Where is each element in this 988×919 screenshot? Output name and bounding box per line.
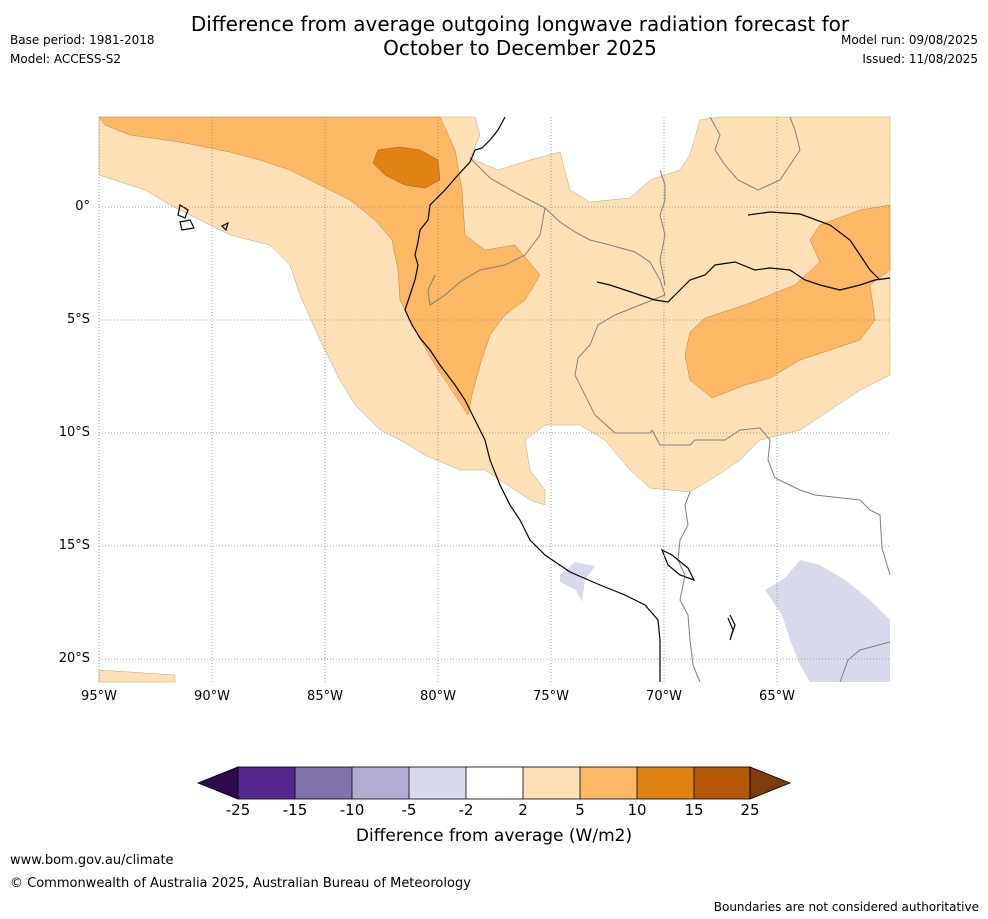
colorbar-tick: 15 bbox=[684, 801, 704, 819]
colorbar-tick: -2 bbox=[458, 801, 474, 819]
lon-label: 65°W bbox=[759, 689, 795, 704]
lat-label: 15°S bbox=[58, 538, 90, 553]
colorbar-extend-high bbox=[749, 766, 792, 800]
anomaly-10-to-15 bbox=[372, 146, 441, 189]
colorbar-title: Difference from average (W/m2) bbox=[355, 826, 633, 846]
colorbar bbox=[196, 766, 792, 800]
lat-label: 20°S bbox=[58, 651, 90, 666]
title-line-2: October to December 2025 bbox=[383, 36, 657, 60]
lon-label: 90°W bbox=[194, 689, 230, 704]
graticule bbox=[98, 117, 890, 682]
colorbar-tick: -15 bbox=[282, 801, 308, 819]
colorbar-bin bbox=[523, 767, 580, 799]
colorbar-bin bbox=[238, 767, 295, 799]
map-title: Difference from average outgoing longwav… bbox=[100, 12, 940, 60]
lat-label: 5°S bbox=[66, 312, 90, 327]
website-link[interactable]: www.bom.gov.au/climate bbox=[10, 853, 174, 868]
colorbar-tick: 5 bbox=[575, 801, 585, 819]
base-period: Base period: 1981-2018 bbox=[10, 33, 155, 47]
lon-label: 95°W bbox=[81, 689, 117, 704]
title-line-1: Difference from average outgoing longwav… bbox=[190, 12, 850, 36]
copyright: © Commonwealth of Australia 2025, Austra… bbox=[10, 876, 471, 891]
colorbar-bin bbox=[295, 767, 352, 799]
lon-label: 75°W bbox=[533, 689, 569, 704]
colorbar-bin bbox=[466, 767, 523, 799]
anomaly-5-to-10 bbox=[98, 116, 891, 416]
colorbar-tick: -5 bbox=[401, 801, 417, 819]
colorbar-bin bbox=[694, 767, 750, 799]
model-name: Model: ACCESS-S2 bbox=[10, 52, 122, 66]
lat-label: 10°S bbox=[58, 425, 90, 440]
issued-date: Issued: 11/08/2025 bbox=[862, 52, 978, 66]
colorbar-tick: -10 bbox=[339, 801, 365, 819]
colorbar-bin bbox=[637, 767, 694, 799]
coastlines bbox=[177, 116, 891, 682]
colorbar-tick: 10 bbox=[627, 801, 647, 819]
map-panel bbox=[98, 116, 891, 683]
lon-label: 80°W bbox=[420, 689, 456, 704]
colorbar-tick: 2 bbox=[518, 801, 528, 819]
colorbar-tick: 25 bbox=[740, 801, 760, 819]
lon-label: 70°W bbox=[646, 689, 682, 704]
colorbar-extend-low bbox=[196, 766, 239, 800]
disclaimer: Boundaries are not considered authoritat… bbox=[713, 900, 979, 914]
country-boundaries bbox=[427, 116, 891, 683]
model-run: Model run: 09/08/2025 bbox=[840, 33, 978, 47]
colorbar-tick: -25 bbox=[225, 801, 251, 819]
colorbar-bin bbox=[352, 767, 409, 799]
colorbar-bin bbox=[409, 767, 466, 799]
lat-label: 0° bbox=[75, 199, 90, 214]
colorbar-bin bbox=[580, 767, 637, 799]
lon-label: 85°W bbox=[307, 689, 343, 704]
